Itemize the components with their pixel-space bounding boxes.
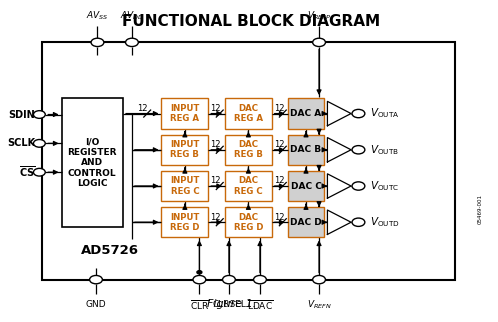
Bar (225, 98, 272, 129)
Circle shape (33, 139, 45, 147)
Text: I/O
REGISTER
AND
CONTROL
LOGIC: I/O REGISTER AND CONTROL LOGIC (68, 137, 117, 188)
Circle shape (352, 218, 365, 226)
Text: $V_{REFN}$: $V_{REFN}$ (307, 298, 331, 311)
Circle shape (33, 168, 45, 176)
Text: $V_{\rm OUTB}$: $V_{\rm OUTB}$ (370, 143, 399, 157)
Circle shape (90, 275, 103, 284)
Bar (225, 171, 272, 201)
Bar (287, 135, 325, 165)
Text: AD5726: AD5726 (81, 244, 139, 257)
Text: INPUT
REG D: INPUT REG D (170, 213, 200, 232)
Bar (287, 171, 325, 201)
Text: FUNCTIONAL BLOCK DIAGRAM: FUNCTIONAL BLOCK DIAGRAM (122, 14, 380, 29)
Text: GND: GND (86, 300, 106, 309)
Text: 12: 12 (273, 140, 284, 149)
Polygon shape (327, 174, 351, 198)
Bar (225, 207, 272, 237)
Circle shape (352, 146, 365, 154)
Text: 12: 12 (273, 176, 284, 185)
Bar (287, 98, 325, 129)
Text: $V_{\rm OUTA}$: $V_{\rm OUTA}$ (370, 107, 399, 120)
Text: CLRSEL: CLRSEL (212, 300, 246, 309)
Text: Figure 1.: Figure 1. (207, 299, 256, 309)
Circle shape (313, 38, 326, 47)
Polygon shape (327, 137, 351, 162)
Text: 12: 12 (273, 104, 284, 113)
Text: DAC
REG C: DAC REG C (234, 176, 263, 196)
Text: DAC B: DAC B (290, 145, 322, 154)
Text: DAC D: DAC D (290, 218, 322, 227)
Text: 12: 12 (211, 104, 221, 113)
Text: INPUT
REG A: INPUT REG A (170, 104, 200, 123)
Circle shape (197, 271, 202, 274)
Circle shape (352, 182, 365, 190)
Text: $V_{REFP}$: $V_{REFP}$ (307, 9, 331, 22)
Text: 12: 12 (273, 213, 284, 222)
Bar (161, 171, 208, 201)
Text: $\overline{\mathbf{CS}}$: $\overline{\mathbf{CS}}$ (19, 164, 35, 179)
Circle shape (352, 109, 365, 118)
Text: DAC
REG D: DAC REG D (234, 213, 263, 232)
Text: DAC A: DAC A (290, 109, 322, 118)
Text: INPUT
REG B: INPUT REG B (170, 140, 200, 159)
Bar (287, 207, 325, 237)
Text: $V_{\rm OUTD}$: $V_{\rm OUTD}$ (370, 215, 399, 229)
Text: $V_{\rm OUTC}$: $V_{\rm OUTC}$ (370, 179, 399, 193)
Bar (225, 135, 272, 165)
Text: DAC
REG A: DAC REG A (234, 104, 263, 123)
Bar (161, 135, 208, 165)
Text: 05469-001: 05469-001 (478, 194, 483, 224)
Polygon shape (327, 101, 351, 126)
Circle shape (91, 38, 104, 47)
Bar (161, 98, 208, 129)
Text: 12: 12 (211, 176, 221, 185)
Circle shape (253, 275, 266, 284)
Text: DAC
REG B: DAC REG B (234, 140, 263, 159)
Polygon shape (327, 210, 351, 234)
Text: $\overline{\rm LDAC}$: $\overline{\rm LDAC}$ (247, 298, 273, 312)
Circle shape (313, 275, 326, 284)
Bar (62, 99, 123, 227)
Text: $AV_{DD}$: $AV_{DD}$ (120, 9, 144, 22)
Text: SCLK: SCLK (7, 138, 35, 148)
Text: INPUT
REG C: INPUT REG C (170, 176, 200, 196)
Text: $AV_{SS}$: $AV_{SS}$ (86, 9, 109, 22)
Text: $\overline{\rm CLR}$: $\overline{\rm CLR}$ (190, 298, 209, 312)
Text: 12: 12 (211, 213, 221, 222)
Circle shape (193, 275, 206, 284)
Bar (42, 43, 456, 279)
Text: DAC C: DAC C (290, 182, 321, 191)
Circle shape (33, 111, 45, 118)
Text: 12: 12 (211, 140, 221, 149)
Circle shape (125, 38, 138, 47)
Bar (161, 207, 208, 237)
Circle shape (223, 275, 236, 284)
Text: SDIN: SDIN (8, 109, 35, 119)
Text: 12: 12 (137, 104, 147, 113)
